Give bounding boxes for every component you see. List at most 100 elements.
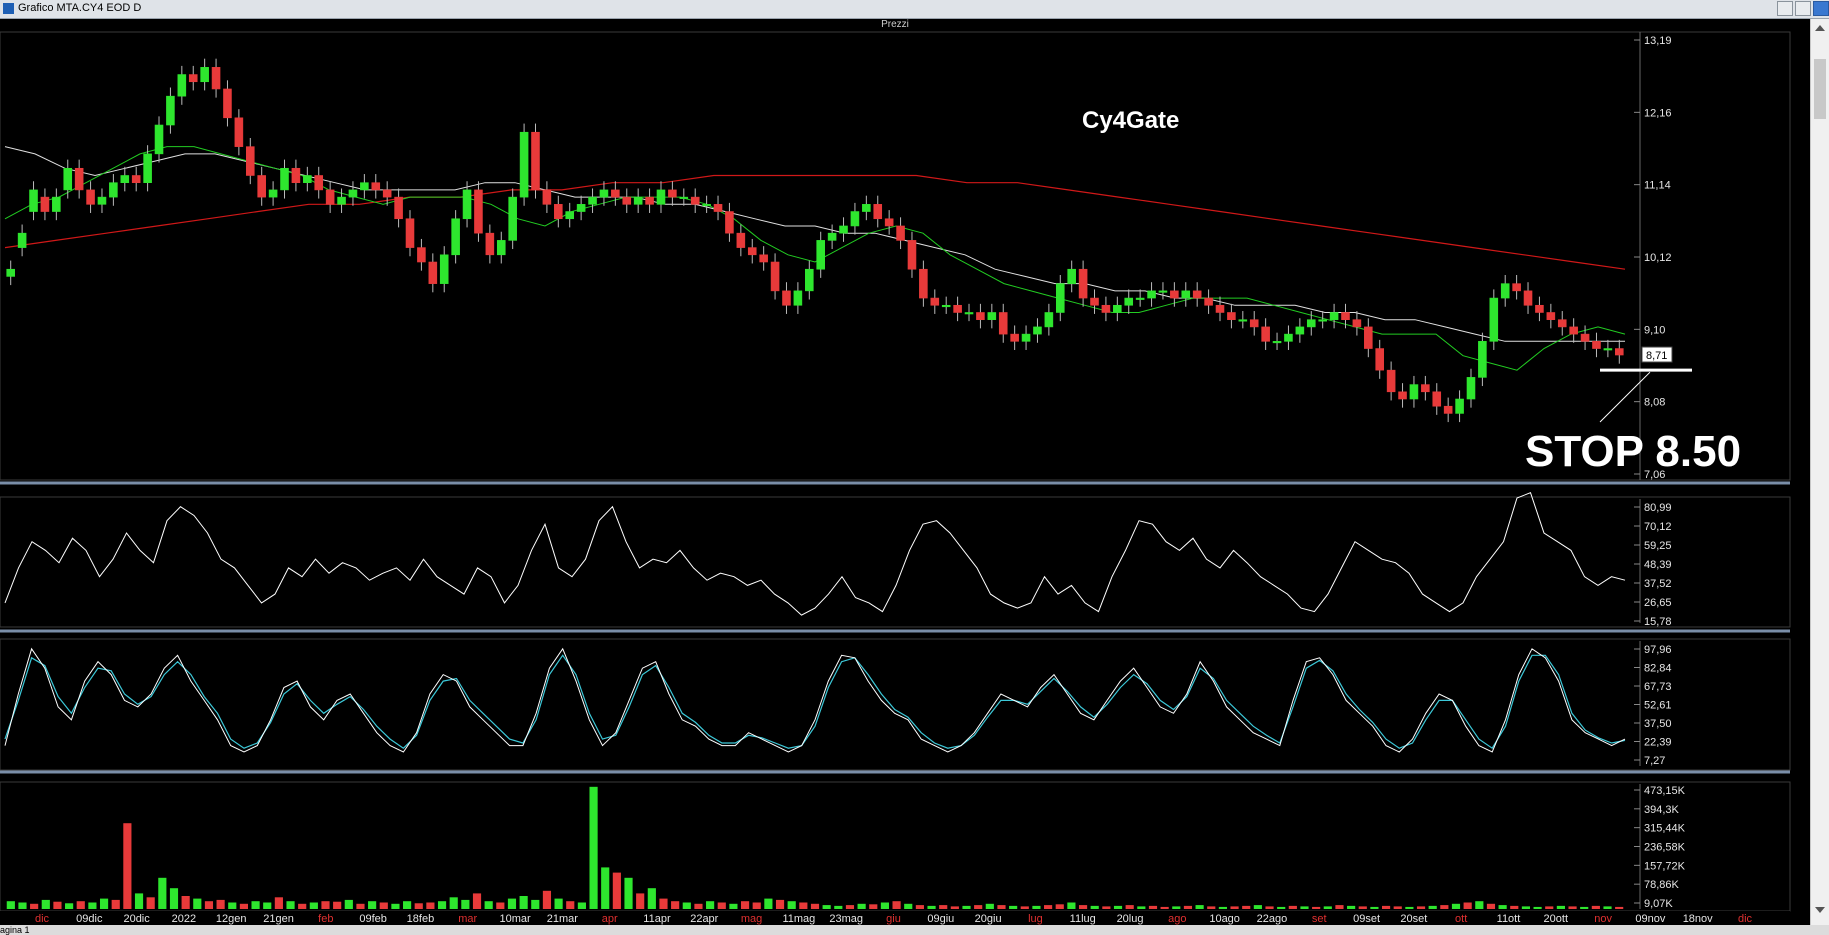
volume-bar xyxy=(985,903,994,909)
volume-bar xyxy=(496,902,505,909)
volume-bar xyxy=(1148,905,1158,909)
oscillator-tick-label: 59,25 xyxy=(1644,540,1672,552)
date-tick-label: lug xyxy=(1028,913,1043,925)
volume-bar xyxy=(379,902,388,909)
volume-bar xyxy=(810,903,820,909)
candle-body xyxy=(462,189,472,220)
candle-body xyxy=(303,175,312,183)
oscillator-line xyxy=(4,492,1626,616)
stochastic-tick-label: 67,73 xyxy=(1644,681,1672,693)
candle-body xyxy=(120,175,130,183)
candle-body xyxy=(223,88,232,119)
candle-body xyxy=(1261,326,1270,342)
stochastic-tick-label: 37,50 xyxy=(1644,718,1672,730)
candle-body xyxy=(371,182,381,191)
volume-bar xyxy=(1416,906,1426,909)
date-tick-label: 20set xyxy=(1400,913,1427,925)
volume-bar xyxy=(775,899,785,909)
volume-bar xyxy=(1615,906,1624,909)
date-tick-label: nov xyxy=(1594,913,1612,925)
candle-body xyxy=(1318,319,1327,322)
candle-body xyxy=(576,204,586,212)
candle-body xyxy=(268,189,278,198)
date-tick-label: mag xyxy=(741,913,762,925)
candle-body xyxy=(1192,290,1202,299)
price-tick-label: 11,14 xyxy=(1644,180,1671,192)
volume-bar xyxy=(729,903,738,909)
date-tick-label: dic xyxy=(1738,913,1753,925)
scroll-up-icon[interactable] xyxy=(1815,25,1825,31)
candle-body xyxy=(1409,384,1419,400)
minimize-button[interactable] xyxy=(1777,1,1793,16)
candle-body xyxy=(348,189,358,198)
volume-bar xyxy=(799,902,808,909)
candle-body xyxy=(29,189,38,212)
volume-bar xyxy=(1230,906,1239,909)
volume-bar xyxy=(752,902,761,909)
candle-body xyxy=(131,175,141,183)
panel-title: Prezzi xyxy=(881,19,909,30)
volume-bar xyxy=(146,897,155,909)
volume-tick-label: 473,15K xyxy=(1644,785,1686,797)
volume-bar xyxy=(1580,906,1589,909)
close-button[interactable] xyxy=(1813,1,1829,16)
volume-bar xyxy=(822,905,831,909)
volume-panel xyxy=(0,781,1791,912)
date-tick-label: 11ott xyxy=(1497,913,1521,925)
volume-bar xyxy=(1078,905,1088,909)
volume-bar xyxy=(286,901,295,909)
candle-body xyxy=(679,196,689,199)
volume-bar xyxy=(1521,906,1531,909)
chart-canvas[interactable]: 13,19 12,16 11,14 10,12 9,10 8,08 7,06 8,71 Cy4G… xyxy=(0,0,1810,925)
price-tick-label: 10,12 xyxy=(1644,252,1672,264)
volume-bar xyxy=(589,786,598,909)
candle-body xyxy=(1170,290,1179,299)
candle-body xyxy=(713,204,723,212)
volume-bar xyxy=(577,902,586,909)
volume-bar xyxy=(1486,903,1496,909)
volume-bar xyxy=(263,902,272,909)
candle-body xyxy=(633,196,643,205)
volume-bar xyxy=(1382,905,1391,909)
candle-body xyxy=(668,189,677,198)
maximize-button[interactable] xyxy=(1795,1,1811,16)
candle-body xyxy=(17,232,27,248)
scroll-thumb[interactable] xyxy=(1814,59,1826,119)
candle-body xyxy=(930,297,940,306)
candle-body xyxy=(1158,290,1168,293)
volume-bar xyxy=(321,901,330,909)
volume-bar xyxy=(239,903,248,909)
date-tick-label: 2022 xyxy=(172,913,196,925)
volume-bar xyxy=(309,902,318,909)
candle-body xyxy=(1078,268,1088,299)
volume-bar xyxy=(1055,904,1064,909)
date-tick-label: 20giu xyxy=(975,913,1002,925)
candle-body xyxy=(1238,319,1248,322)
volume-bar xyxy=(344,899,353,909)
oscillator-tick-label: 37,52 xyxy=(1644,578,1672,590)
date-tick-label: 09nov xyxy=(1635,913,1665,925)
volume-bar xyxy=(740,901,750,909)
price-tick-label: 9,10 xyxy=(1644,324,1665,336)
date-tick-label: ott xyxy=(1455,913,1467,925)
candle-body xyxy=(86,189,95,205)
oscillator-tick-label: 26,65 xyxy=(1644,597,1672,609)
volume-bar xyxy=(1591,905,1600,909)
candle-body xyxy=(964,312,974,315)
volume-bar xyxy=(1335,905,1344,909)
date-tick-label: dic xyxy=(35,913,50,925)
date-tick-label: 21mar xyxy=(547,913,579,925)
volume-bar xyxy=(1556,905,1565,909)
vertical-scrollbar[interactable] xyxy=(1810,19,1829,935)
volume-bar xyxy=(1113,905,1123,909)
volume-bar xyxy=(193,898,202,909)
stop-annotation: STOP 8.50 xyxy=(1525,427,1741,476)
scroll-down-icon[interactable] xyxy=(1815,907,1825,913)
volume-bar xyxy=(123,823,132,909)
candle-body xyxy=(1215,304,1225,313)
volume-bar xyxy=(694,903,703,909)
volume-bar xyxy=(1253,905,1262,909)
volume-bar xyxy=(1172,906,1181,909)
candle-body xyxy=(1113,304,1122,313)
volume-bar xyxy=(274,897,283,909)
